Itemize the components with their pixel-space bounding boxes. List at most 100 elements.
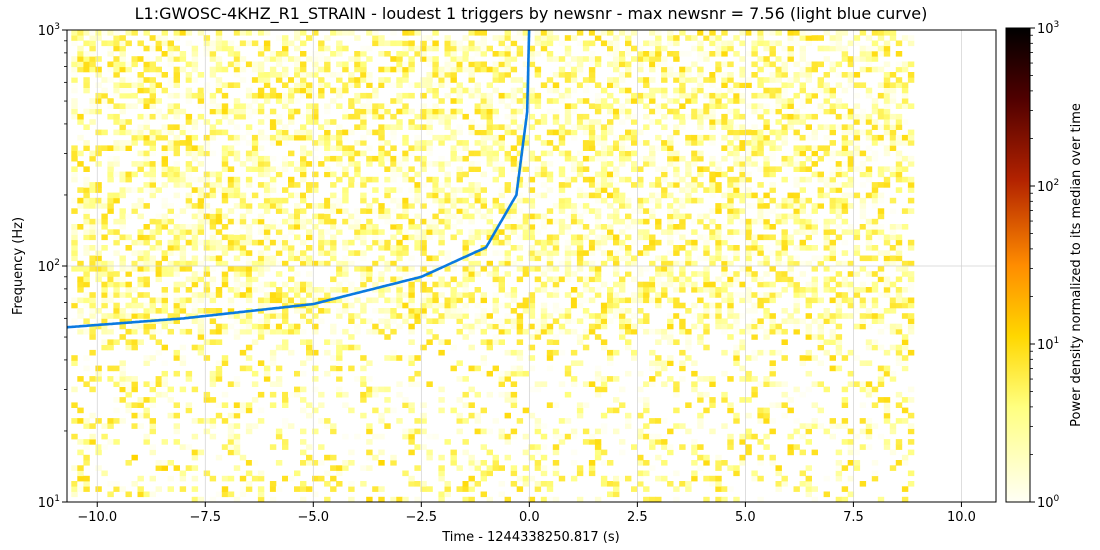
spectrogram-cell: [637, 318, 644, 324]
spectrogram-cell: [233, 271, 241, 277]
spectrogram-cell: [414, 45, 421, 52]
spectrogram-cell: [588, 103, 596, 109]
spectrogram-cell: [149, 145, 156, 151]
spectrogram-cell: [402, 292, 409, 298]
spectrogram-cell: [396, 92, 403, 99]
spectrogram-cell: [173, 51, 180, 57]
spectrogram-cell: [179, 281, 187, 288]
spectrogram-cell: [576, 496, 584, 502]
spectrogram-cell: [426, 381, 433, 387]
spectrogram-cell: [582, 428, 590, 435]
spectrogram-cell: [306, 344, 313, 351]
spectrogram-cell: [625, 51, 632, 57]
spectrogram-cell: [318, 245, 325, 251]
spectrogram-cell: [685, 355, 692, 361]
spectrogram-cell: [221, 166, 229, 172]
spectrogram-cell: [540, 465, 548, 471]
spectrogram-cell: [444, 218, 451, 225]
spectrogram-cell: [420, 92, 427, 99]
spectrogram-cell: [679, 72, 686, 78]
spectrogram-cell: [384, 82, 391, 88]
spectrogram-cell: [643, 402, 650, 408]
spectrogram-cell: [588, 51, 596, 57]
spectrogram-cell: [613, 250, 620, 256]
spectrogram-cell: [402, 213, 409, 220]
spectrogram-cell: [414, 496, 421, 502]
spectrogram-cell: [408, 481, 415, 487]
spectrogram-cell: [625, 203, 632, 209]
spectrogram-cell: [552, 302, 560, 309]
spectrogram-cell: [161, 166, 168, 172]
spectrogram-cell: [534, 381, 542, 387]
spectrogram-cell: [444, 281, 451, 288]
spectrogram-cell: [221, 328, 229, 335]
spectrogram-cell: [203, 255, 211, 262]
spectrogram-cell: [384, 213, 391, 220]
spectrogram-cell: [215, 87, 223, 94]
spectrogram-cell: [336, 349, 343, 356]
spectrogram-cell: [209, 297, 217, 304]
spectrogram-cell: [528, 92, 536, 99]
spectrogram-cell: [805, 66, 812, 73]
spectrogram-cell: [450, 292, 457, 298]
spectrogram-cell: [498, 281, 505, 288]
spectrogram-cell: [793, 35, 800, 41]
spectrogram-cell: [594, 208, 602, 214]
spectrogram-cell: [408, 255, 415, 262]
spectrogram-cell: [83, 108, 90, 115]
spectrogram-cell: [546, 129, 554, 136]
spectrogram-cell: [715, 308, 722, 314]
spectrogram-cell: [348, 365, 355, 372]
spectrogram-cell: [179, 355, 187, 361]
spectrogram-cell: [733, 412, 740, 419]
spectrogram-cell: [360, 239, 367, 246]
spectrogram-cell: [161, 40, 168, 47]
spectrogram-cell: [528, 412, 536, 419]
spectrogram-cell: [137, 412, 144, 419]
spectrogram-cell: [649, 260, 656, 267]
spectrogram-cell: [209, 92, 217, 99]
spectrogram-cell: [77, 281, 84, 288]
spectrogram-cell: [667, 208, 674, 214]
spectrogram-cell: [197, 218, 205, 225]
spectrogram-cell: [257, 145, 265, 151]
spectrogram-cell: [372, 103, 379, 109]
spectrogram-cell: [474, 82, 481, 88]
spectrogram-cell: [384, 239, 391, 246]
spectrogram-cell: [95, 129, 102, 136]
spectrogram-cell: [372, 276, 379, 283]
spectrogram-cell: [462, 45, 469, 52]
spectrogram-cell: [384, 51, 391, 57]
spectrogram-cell: [318, 234, 325, 241]
spectrogram-cell: [113, 339, 120, 345]
spectrogram-cell: [703, 266, 710, 272]
spectrogram-cell: [709, 255, 716, 262]
spectrogram-cell: [643, 113, 650, 120]
spectrogram-cell: [215, 187, 223, 193]
spectrogram-cell: [492, 51, 499, 57]
spectrogram-cell: [781, 61, 788, 68]
spectrogram-cell: [390, 176, 397, 183]
spectrogram-cell: [613, 56, 620, 62]
spectrogram-cell: [582, 402, 590, 408]
spectrogram-cell: [685, 255, 692, 262]
spectrogram-cell: [402, 40, 409, 47]
spectrogram-cell: [510, 166, 518, 172]
spectrogram-cell: [263, 155, 271, 162]
spectrogram-cell: [799, 449, 806, 456]
spectrogram-cell: [191, 302, 199, 309]
spectrogram-cell: [396, 119, 403, 125]
spectrogram-cell: [582, 176, 590, 183]
spectrogram-cell: [468, 40, 475, 47]
spectrogram-cell: [721, 119, 728, 125]
spectrogram-cell: [348, 481, 355, 487]
spectrogram-cell: [360, 124, 367, 130]
spectrogram-cell: [631, 239, 638, 246]
spectrogram-cell: [733, 208, 740, 214]
spectrogram-cell: [468, 213, 475, 220]
spectrogram-cell: [414, 428, 421, 435]
spectrogram-cell: [582, 297, 590, 304]
spectrogram-cell: [691, 229, 698, 235]
spectrogram-cell: [594, 323, 602, 330]
spectrogram-cell: [643, 208, 650, 214]
